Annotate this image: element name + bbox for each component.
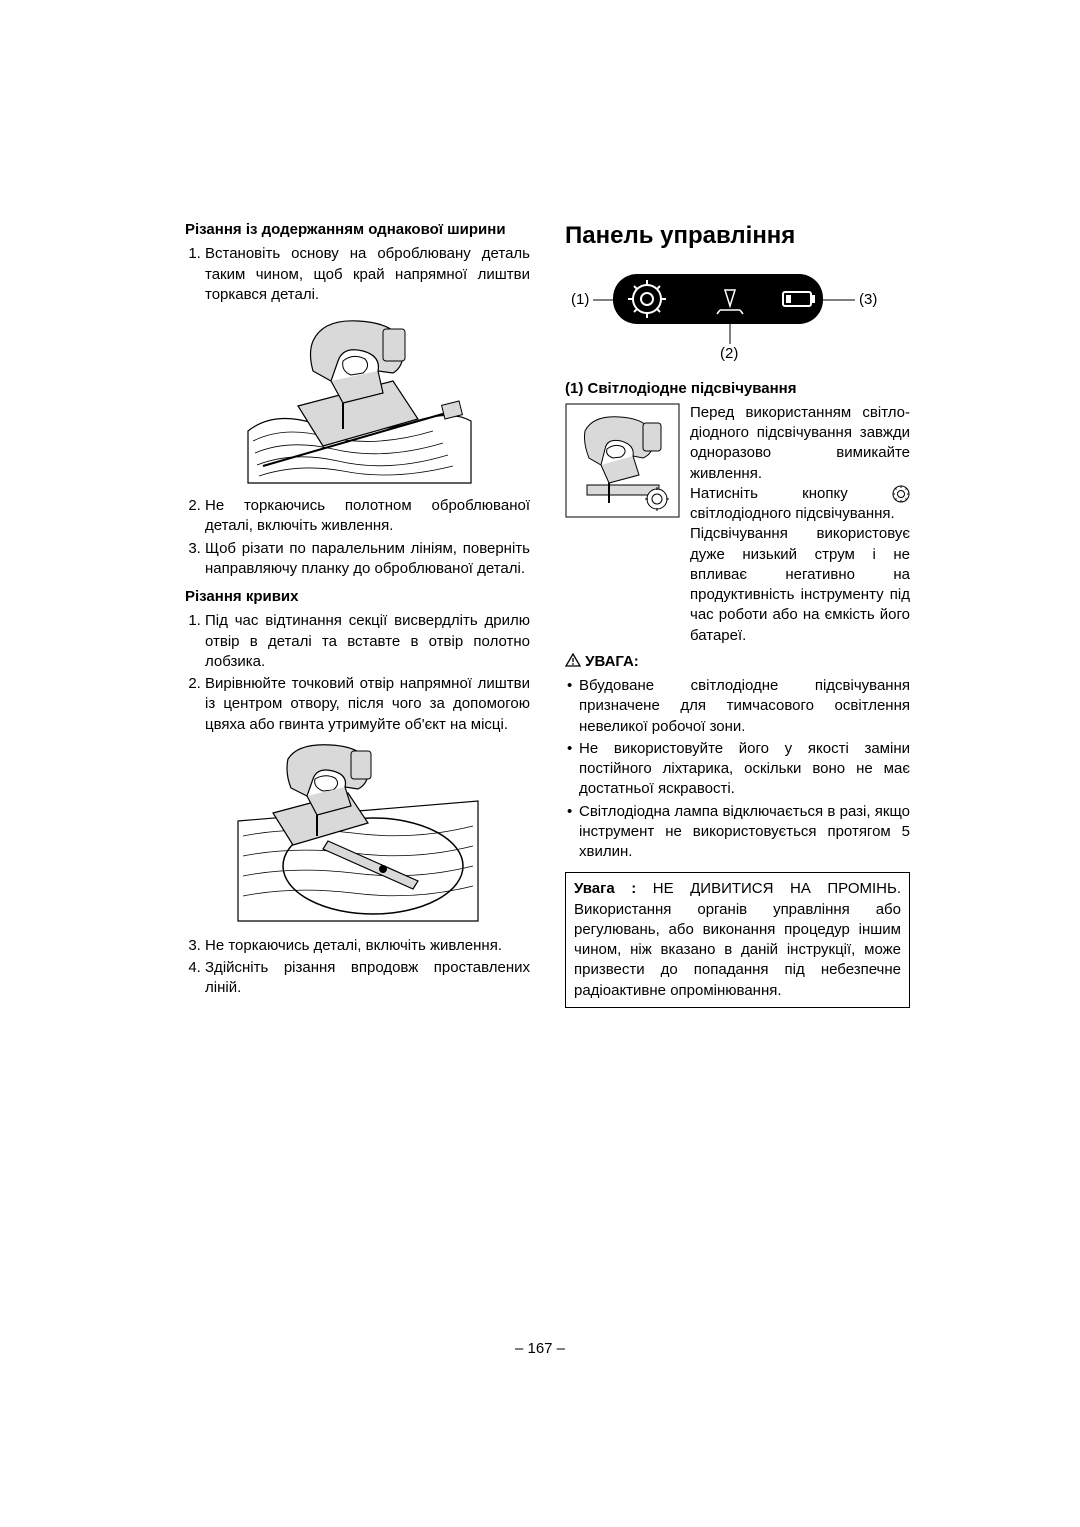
list-item: Не торкаючись деталі, включіть живлення. — [205, 936, 530, 956]
figure-circle-cut — [185, 741, 530, 926]
page-number: – 167 – — [0, 1340, 1080, 1357]
panel-label-2: (2) — [720, 345, 738, 362]
jigsaw-circle-cut-illustration — [233, 741, 483, 926]
content-columns: Різання із додержанням однакової ширини … — [185, 220, 900, 1008]
control-panel-diagram: (1) (3) (2) — [565, 262, 910, 368]
panel-label-1: (1) — [571, 291, 589, 308]
jigsaw-thumb-illustration — [565, 403, 680, 518]
list-item: Не використовуйте його у якості заміни п… — [579, 739, 910, 800]
control-panel-title: Панель управління — [565, 220, 910, 252]
led-text-p3: Підсвічування використовує дуже низький … — [690, 525, 910, 643]
section-curves-title: Різання кривих — [185, 587, 530, 607]
warning-box: Увага : НЕ ДИВИТИСЯ НА ПРОМІНЬ. Використ… — [565, 872, 910, 1008]
figure-rip-guide — [185, 311, 530, 486]
list-item: Вирівнюйте точковий отвір напрямної лишт… — [205, 674, 530, 735]
panel-label-3: (3) — [859, 291, 877, 308]
curves-steps-1-2: Під час відтинання секції висвердліть др… — [185, 611, 530, 735]
caution-heading: УВАГА: — [565, 652, 910, 672]
caution-list: Вбудоване світлодіодне підсвічування при… — [565, 676, 910, 862]
list-item: Не торкаючись полотном оброблюваної дета… — [205, 496, 530, 537]
led-description: Перед використанням світло-діодного підс… — [690, 403, 910, 646]
led-text-p2b: світлодіодного підсвічування. — [690, 505, 895, 522]
list-item: Встановіть основу на оброблювану деталь … — [205, 244, 530, 305]
led-text-p1: Перед використанням світло-діодного підс… — [690, 404, 910, 482]
list-item: Світлодіодна лампа відключається в разі,… — [579, 802, 910, 863]
section-uniform-width-title: Різання із додержанням однакової ширини — [185, 220, 530, 240]
panel-svg: (1) (3) (2) — [565, 262, 885, 362]
warn-bold: Увага : — [574, 880, 636, 897]
left-column: Різання із додержанням однакової ширини … — [185, 220, 530, 1008]
list-item: Щоб різати по паралельним лініям, поверн… — [205, 539, 530, 580]
led-text-p2a: Натисніть кнопку — [690, 485, 892, 502]
list-item: Здійсніть різання впродовж проставлених … — [205, 958, 530, 999]
curves-steps-3-4: Не торкаючись деталі, включіть живлення.… — [185, 936, 530, 999]
warn-line1: НЕ ДИВИТИСЯ НА ПРОМІНЬ. — [636, 880, 901, 897]
caution-label: УВАГА: — [585, 653, 639, 670]
led-row: Перед використанням світло-діодного підс… — [565, 403, 910, 646]
uniform-width-steps-2-3: Не торкаючись полотном оброблюваної дета… — [185, 496, 530, 579]
jigsaw-rip-guide-illustration — [243, 311, 473, 486]
right-column: Панель управління (1) (3) (2) — [565, 220, 910, 1008]
warn-body: Використання органів управління або регу… — [574, 901, 901, 999]
led-section-title: (1) Світлодіодне підсвічування — [565, 379, 910, 399]
list-item: Під час відтинання секції висвердліть др… — [205, 611, 530, 672]
page: Різання із додержанням однакової ширини … — [0, 0, 1080, 1527]
led-button-icon — [892, 485, 910, 503]
uniform-width-steps-1: Встановіть основу на оброблювану деталь … — [185, 244, 530, 305]
list-item: Вбудоване світлодіодне підсвічування при… — [579, 676, 910, 737]
warning-triangle-icon — [565, 653, 581, 667]
